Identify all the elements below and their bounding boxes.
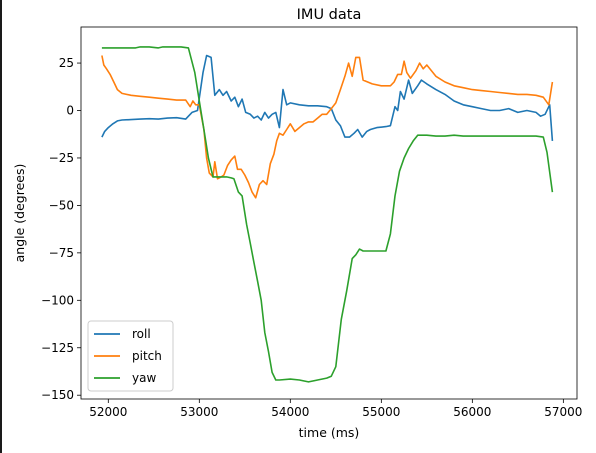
x-tick-label: 54000 xyxy=(271,405,309,419)
y-tick-label: −150 xyxy=(41,388,74,402)
y-tick-label: −75 xyxy=(49,246,74,260)
x-tick-label: 52000 xyxy=(89,405,127,419)
y-tick-label: −50 xyxy=(49,198,74,212)
x-tick-label: 57000 xyxy=(544,405,582,419)
y-tick-label: −25 xyxy=(49,151,74,165)
x-tick-label: 55000 xyxy=(362,405,400,419)
chart-title: IMU data xyxy=(297,7,362,23)
y-tick-label: −100 xyxy=(41,293,74,307)
y-axis-label: angle (degrees) xyxy=(12,164,27,263)
x-axis-label: time (ms) xyxy=(299,425,360,440)
y-tick-label: 0 xyxy=(66,104,74,118)
legend-label-pitch: pitch xyxy=(132,349,162,363)
series-line-pitch xyxy=(101,55,554,199)
y-tick-label: 25 xyxy=(59,56,74,70)
legend: roll pitch yaw xyxy=(87,320,174,392)
plot-area-frame xyxy=(80,26,578,400)
series-line-yaw xyxy=(101,46,554,383)
y-axis-ticks: 25 0 −25 −50 −75 −100 −125 −150 xyxy=(41,56,81,402)
plot-lines xyxy=(101,46,554,383)
x-tick-label: 53000 xyxy=(180,405,218,419)
legend-box xyxy=(87,320,174,392)
legend-label-roll: roll xyxy=(132,327,151,341)
x-axis-ticks: 52000 53000 54000 55000 56000 57000 xyxy=(89,399,582,419)
x-tick-label: 56000 xyxy=(453,405,491,419)
y-tick-label: −125 xyxy=(41,341,74,355)
legend-label-yaw: yaw xyxy=(132,371,156,385)
series-line-roll xyxy=(101,54,554,141)
